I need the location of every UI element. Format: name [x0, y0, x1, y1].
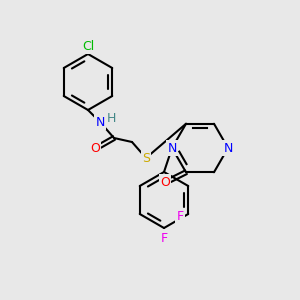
Text: N: N	[95, 116, 105, 128]
Text: O: O	[160, 176, 170, 189]
Text: Cl: Cl	[82, 40, 94, 52]
Text: N: N	[223, 142, 233, 154]
Text: F: F	[177, 209, 184, 223]
Text: H: H	[106, 112, 116, 124]
Text: S: S	[142, 152, 150, 164]
Text: N: N	[167, 142, 177, 154]
Text: O: O	[90, 142, 100, 154]
Text: F: F	[160, 232, 168, 244]
